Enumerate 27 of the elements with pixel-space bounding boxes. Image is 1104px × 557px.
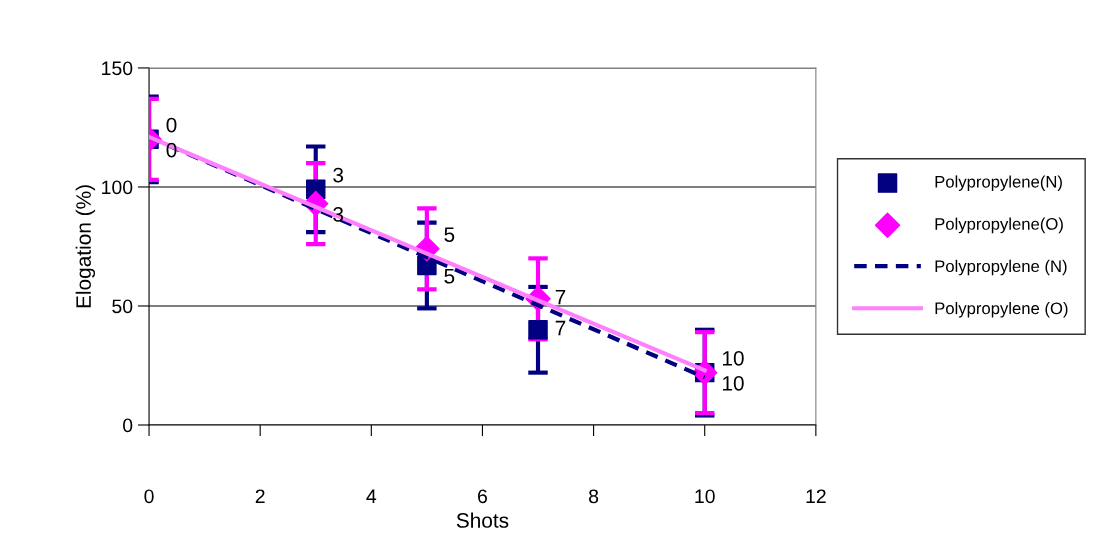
legend-label: Polypropylene (O) xyxy=(935,302,1068,318)
x-tick-label: 4 xyxy=(366,489,377,503)
point xyxy=(528,320,548,340)
legend-label: Polypropylene (N) xyxy=(935,259,1067,276)
x-tick-label: 2 xyxy=(255,489,265,503)
y-tick-label: 100 xyxy=(102,180,133,195)
legend-label: Polypropylene(N) xyxy=(935,175,1062,191)
annotation: 10 xyxy=(722,375,744,391)
x-tick-label: 12 xyxy=(806,489,826,503)
annotation: 3 xyxy=(333,167,344,183)
annotation: 0 xyxy=(166,117,177,133)
annotation: 3 xyxy=(333,206,344,222)
x-tick-label: 10 xyxy=(695,489,715,504)
legend-label: Polypropylene(O) xyxy=(935,217,1063,234)
annotation: 5 xyxy=(444,227,455,242)
annotation: 7 xyxy=(555,320,566,336)
y-tick-label: 150 xyxy=(102,61,133,76)
annotation: 10 xyxy=(722,350,744,366)
x-tick-label: 0 xyxy=(144,489,154,504)
annotation: 5 xyxy=(444,269,455,284)
y-tick-label: 0 xyxy=(123,418,133,433)
x-tick-label: 8 xyxy=(589,489,599,504)
y-tick-label: 50 xyxy=(112,299,133,314)
x-tick-label: 6 xyxy=(478,489,487,504)
x-axis-title: Shots xyxy=(456,512,509,528)
y-axis-title: Elogation (%) xyxy=(75,185,96,308)
annotation: 7 xyxy=(555,289,566,305)
